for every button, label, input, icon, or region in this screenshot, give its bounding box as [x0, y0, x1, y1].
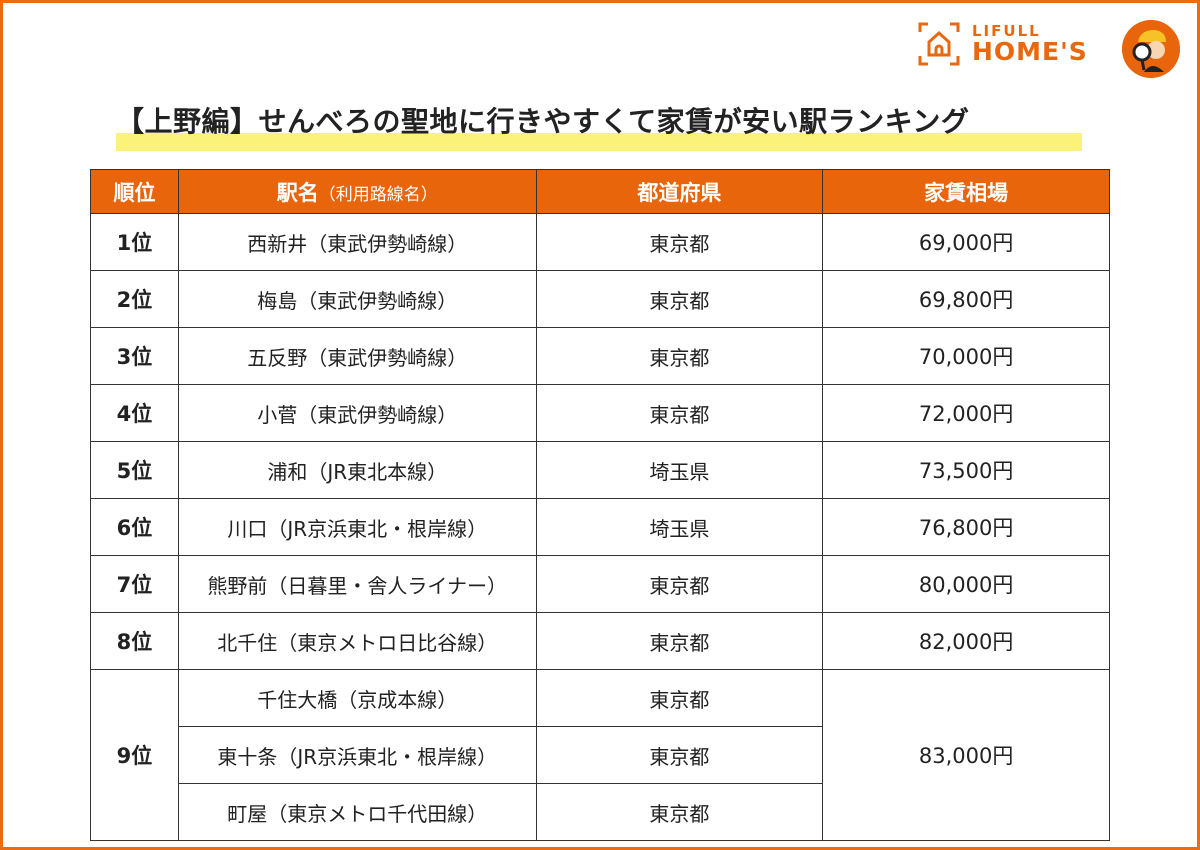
page-title: 【上野編】せんべろの聖地に行きやすくて家賃が安い駅ランキング	[116, 105, 970, 138]
table-row: 7位 熊野前（日暮里・舎人ライナー） 東京都 80,000円	[90, 555, 1110, 613]
prefecture-cell: 埼玉県	[535, 498, 824, 556]
station-cell: 浦和（JR東北本線）	[177, 441, 537, 499]
table-row: 8位 北千住（東京メトロ日比谷線） 東京都 82,000円	[90, 612, 1110, 670]
title-highlight	[116, 133, 1082, 151]
header-station: 駅名（利用路線名）	[177, 169, 537, 214]
rent-cell: 82,000円	[822, 612, 1110, 670]
station-cell: 千住大橋（京成本線）	[177, 669, 537, 727]
header-station-label: 駅名	[276, 180, 319, 205]
header-rent: 家賃相場	[822, 169, 1110, 214]
rank-cell: 1位	[90, 213, 179, 271]
table-row: 5位 浦和（JR東北本線） 埼玉県 73,500円	[90, 441, 1110, 499]
rank-cell: 4位	[90, 384, 179, 442]
rank-cell: 8位	[90, 612, 179, 670]
header-rank: 順位	[90, 169, 179, 214]
logo-line1: LIFULL	[972, 22, 1041, 40]
table-header-row: 順位 駅名（利用路線名） 都道府県 家賃相場	[90, 169, 1110, 214]
rent-cell: 80,000円	[822, 555, 1110, 613]
header-prefecture: 都道府県	[535, 169, 824, 214]
rent-cell: 70,000円	[822, 327, 1110, 385]
rank-cell: 7位	[90, 555, 179, 613]
rent-cell: 72,000円	[822, 384, 1110, 442]
prefecture-cell: 東京都	[535, 384, 824, 442]
rent-cell: 73,500円	[822, 441, 1110, 499]
station-cell: 小菅（東武伊勢崎線）	[177, 384, 537, 442]
logo-line2: HOME'S	[972, 37, 1088, 66]
rent-cell: 76,800円	[822, 498, 1110, 556]
prefecture-cell: 東京都	[535, 612, 824, 670]
mascot-icon	[1122, 20, 1180, 78]
table-row: 3位 五反野（東武伊勢崎線） 東京都 70,000円	[90, 327, 1110, 385]
table-row: 9位 千住大橋（京成本線） 東京都 83,000円	[90, 669, 1110, 841]
station-cell: 熊野前（日暮里・舎人ライナー）	[177, 555, 537, 613]
ranking-table: 順位 駅名（利用路線名） 都道府県 家賃相場 1位 西新井（東武伊勢崎線） 東京都 6…	[90, 169, 1110, 841]
rank-cell: 2位	[90, 270, 179, 328]
prefecture-cell: 東京都	[535, 783, 824, 841]
rank-cell: 3位	[90, 327, 179, 385]
header-station-sub: （利用路線名）	[318, 184, 438, 205]
prefecture-cell: 東京都	[535, 213, 824, 271]
title-block: 【上野編】せんべろの聖地に行きやすくて家賃が安い駅ランキング	[116, 100, 1082, 151]
station-cell: 北千住（東京メトロ日比谷線）	[177, 612, 537, 670]
prefecture-cell: 東京都	[535, 270, 824, 328]
rent-cell: 69,000円	[822, 213, 1110, 271]
station-cell: 五反野（東武伊勢崎線）	[177, 327, 537, 385]
prefecture-cell: 東京都	[535, 555, 824, 613]
station-cell: 町屋（東京メトロ千代田線）	[177, 783, 537, 841]
rank-cell: 9位	[90, 669, 179, 841]
table-row: 東十条（JR京浜東北・根岸線） 東京都	[91, 726, 1110, 784]
prefecture-cell: 東京都	[535, 327, 824, 385]
table-row: 6位 川口（JR京浜東北・根岸線） 埼玉県 76,800円	[90, 498, 1110, 556]
prefecture-cell: 東京都	[535, 669, 824, 727]
table-row: 町屋（東京メトロ千代田線） 東京都	[91, 783, 1110, 841]
rent-cell: 83,000円	[822, 669, 1110, 841]
table-row: 1位 西新井（東武伊勢崎線） 東京都 69,000円	[90, 213, 1110, 271]
rank-cell: 6位	[90, 498, 179, 556]
station-cell: 川口（JR京浜東北・根岸線）	[177, 498, 537, 556]
rank-cell: 5位	[90, 441, 179, 499]
table-row: 4位 小菅（東武伊勢崎線） 東京都 72,000円	[90, 384, 1110, 442]
rent-cell: 69,800円	[822, 270, 1110, 328]
prefecture-cell: 埼玉県	[535, 441, 824, 499]
station-cell: 梅島（東武伊勢崎線）	[177, 270, 537, 328]
station-cell: 西新井（東武伊勢崎線）	[177, 213, 537, 271]
lifull-homes-logo: LIFULL HOME'S	[918, 22, 1088, 66]
station-cell: 東十条（JR京浜東北・根岸線）	[177, 726, 537, 784]
house-icon	[918, 22, 960, 66]
prefecture-cell: 東京都	[535, 726, 824, 784]
table-row: 2位 梅島（東武伊勢崎線） 東京都 69,800円	[90, 270, 1110, 328]
